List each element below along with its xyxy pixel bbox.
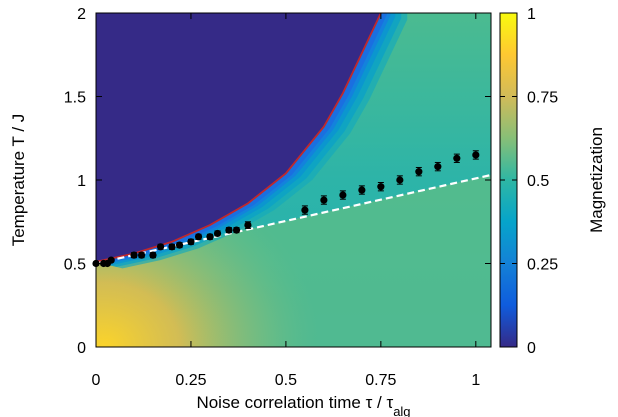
data-point [339, 190, 347, 200]
y-tick-label: 1 [77, 173, 86, 190]
y-tick-label: 0 [77, 340, 86, 357]
data-point [194, 233, 203, 241]
heatmap-layer [96, 13, 491, 347]
data-point [301, 205, 309, 215]
data-marker [225, 226, 233, 234]
data-point [415, 166, 423, 177]
x-tick-label: 0.25 [175, 372, 206, 389]
colorbar: 0 0.25 0.5 0.75 1 [499, 6, 558, 357]
colorbar-tick-label: 0.25 [527, 257, 558, 274]
data-point [396, 175, 404, 185]
data-marker [137, 251, 146, 259]
x-tick-label: 1 [471, 372, 480, 389]
data-marker [339, 191, 347, 199]
x-tick-label: 0 [92, 372, 101, 389]
data-marker [377, 183, 385, 191]
colorbar-tick-label: 0.5 [527, 173, 549, 190]
data-marker [358, 186, 366, 194]
data-marker [194, 233, 203, 241]
data-point [377, 182, 385, 192]
heatmap-disordered-region [96, 13, 381, 262]
colorbar-label: Magnetization [587, 127, 606, 233]
data-point [213, 229, 222, 238]
data-point [358, 185, 366, 195]
x-tick-label: 0.75 [365, 372, 396, 389]
data-point [149, 251, 157, 259]
boundary-curve [96, 13, 382, 263]
colorbar-tick-label: 0.75 [527, 90, 558, 107]
data-point [206, 233, 214, 241]
data-marker [415, 168, 423, 176]
data-marker [232, 226, 241, 234]
data-point [434, 161, 442, 172]
data-points [92, 150, 480, 268]
x-axis-label-subscript: alg [393, 404, 410, 417]
data-marker [107, 256, 115, 264]
data-point [472, 150, 480, 160]
data-point [137, 251, 146, 259]
data-marker [453, 154, 461, 162]
data-marker [396, 176, 404, 184]
x-tick-label: 0.5 [275, 372, 297, 389]
data-marker [156, 243, 165, 251]
data-point [156, 243, 165, 251]
data-marker [472, 151, 480, 159]
y-tick-label: 0.5 [64, 257, 86, 274]
y-tick-label: 2 [77, 6, 86, 23]
x-axis: 0 0.25 0.5 0.75 1 [92, 13, 480, 389]
data-marker [130, 251, 138, 259]
data-point [225, 226, 233, 234]
colorbar-tick-label: 1 [527, 6, 536, 23]
data-marker [301, 206, 309, 214]
data-marker [213, 229, 222, 238]
data-point [244, 221, 252, 229]
data-point [453, 153, 461, 163]
data-point [130, 251, 138, 259]
data-point [168, 243, 176, 251]
data-marker [320, 196, 328, 204]
data-marker [244, 221, 252, 229]
data-point [320, 195, 328, 205]
data-marker [187, 238, 195, 246]
data-marker [434, 163, 442, 171]
data-point [232, 226, 241, 234]
data-marker [206, 233, 214, 241]
y-tick-label: 1.5 [64, 90, 86, 107]
y-axis-label: Temperature T / J [9, 114, 28, 247]
x-axis-label: Noise correlation time τ / τalg [196, 393, 410, 417]
data-point [187, 238, 195, 246]
data-point [107, 256, 115, 264]
data-marker [149, 251, 157, 259]
colorbar-tick-label: 0 [527, 340, 536, 357]
data-marker [175, 241, 184, 249]
data-point [175, 241, 184, 249]
y-axis: 0 0.5 1 1.5 2 [64, 6, 491, 357]
data-marker [168, 243, 176, 251]
